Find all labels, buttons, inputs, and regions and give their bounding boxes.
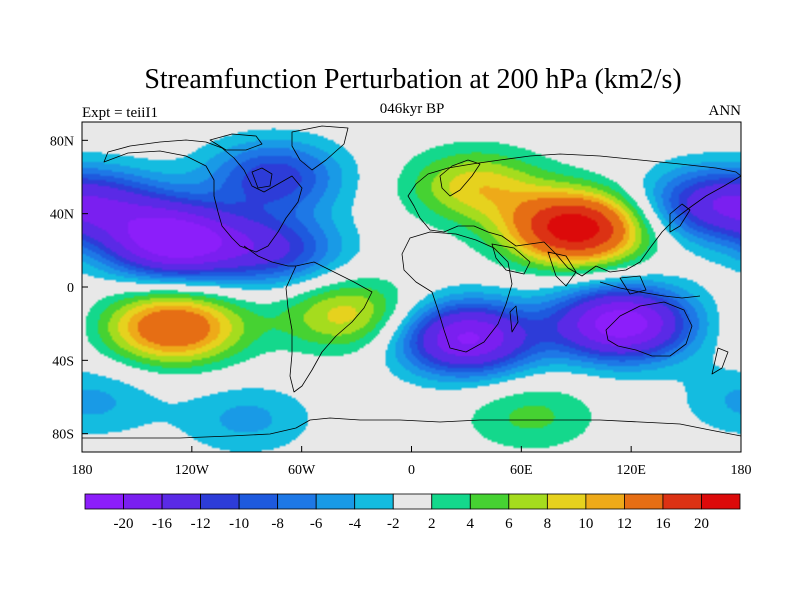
colorbar-box — [354, 493, 394, 510]
x-tick-label: 120E — [616, 463, 646, 478]
colorbar-box — [701, 493, 741, 510]
colorbar-label: 2 — [428, 516, 436, 532]
colorbar-box — [161, 493, 201, 510]
coast-arabia — [491, 243, 531, 275]
y-tick-label: 0 — [67, 281, 74, 296]
colorbar-label: -12 — [191, 516, 211, 532]
coast-greenland — [291, 125, 349, 171]
colorbar-label: -2 — [387, 516, 400, 532]
colorbar-box — [431, 493, 471, 510]
streamfunction-field — [82, 122, 741, 452]
y-tick-label: 80S — [52, 428, 74, 443]
x-tick-label: 60E — [510, 463, 533, 478]
colorbar-label: 20 — [694, 516, 709, 532]
x-tick-label: 180 — [72, 463, 93, 478]
coast-indonesia — [599, 281, 701, 299]
coast-eurasia — [407, 153, 742, 277]
colorbar-label: 10 — [578, 516, 593, 532]
coast-hudson — [251, 167, 273, 189]
colorbar-label: -8 — [271, 516, 284, 532]
coast-africa — [401, 231, 513, 353]
coast-india — [547, 251, 577, 287]
colorbar-box — [277, 493, 317, 510]
x-tick-label: 120W — [175, 463, 210, 478]
colorbar-label: -20 — [114, 516, 134, 532]
coast-arctic-islands — [209, 133, 263, 151]
colorbar-label: 16 — [655, 516, 671, 532]
colorbar-box — [84, 493, 124, 510]
colorbar-label: 12 — [617, 516, 632, 532]
colorbar-box — [238, 493, 279, 510]
y-axis: 80N 40N 0 40S 80S — [50, 134, 88, 443]
x-tick-label: 180 — [731, 463, 752, 478]
coast-australia — [605, 301, 693, 357]
y-tick-label: 80N — [50, 134, 74, 149]
coast-north-america — [103, 139, 303, 253]
coast-madagascar — [509, 305, 519, 333]
x-tick-label: 60W — [288, 463, 316, 478]
colorbar-label: -6 — [310, 516, 323, 532]
x-tick-label: 0 — [408, 463, 415, 478]
colorbar-box — [469, 493, 510, 510]
colorbar-box — [315, 493, 356, 510]
coast-borneo — [619, 275, 647, 295]
colorbar-label: 8 — [544, 516, 552, 532]
y-tick-label: 40S — [52, 354, 74, 369]
coast-scandinavia — [439, 159, 481, 197]
coast-new-zealand — [711, 347, 729, 375]
coast-central-america — [243, 245, 296, 267]
colorbar-label: 4 — [467, 516, 475, 532]
coastlines — [82, 125, 742, 439]
colorbar-box — [546, 493, 587, 510]
colorbar-box — [585, 493, 625, 510]
colorbar: -20 -16 -12 -10 -8 -6 -4 -2 2 4 6 8 10 12 16 20 — [84, 493, 741, 532]
coast-antarctica — [82, 417, 742, 439]
map-plot — [81, 121, 742, 453]
colorbar-label: 6 — [505, 516, 513, 532]
coast-japan — [669, 203, 691, 233]
colorbar-box — [508, 493, 548, 510]
subtitle-right: ANN — [709, 103, 742, 119]
colorbar-box — [200, 493, 240, 510]
colorbar-box — [123, 493, 163, 510]
chart-title: Streamfunction Perturbation at 200 hPa (… — [144, 64, 681, 95]
y-tick-label: 40N — [50, 208, 74, 223]
colorbar-label: -16 — [152, 516, 172, 532]
subtitle-center: 046kyr BP — [380, 101, 445, 117]
colorbar-label: -10 — [229, 516, 249, 532]
x-axis: 180 120W 60W 0 60E 120E 180 — [72, 446, 752, 478]
colorbar-label: -4 — [348, 516, 361, 532]
colorbar-box — [392, 493, 433, 510]
colorbar-box — [662, 493, 702, 510]
colorbar-box — [624, 493, 664, 510]
subtitle-left: Expt = teiiI1 — [82, 105, 158, 121]
coast-south-america — [285, 261, 373, 393]
